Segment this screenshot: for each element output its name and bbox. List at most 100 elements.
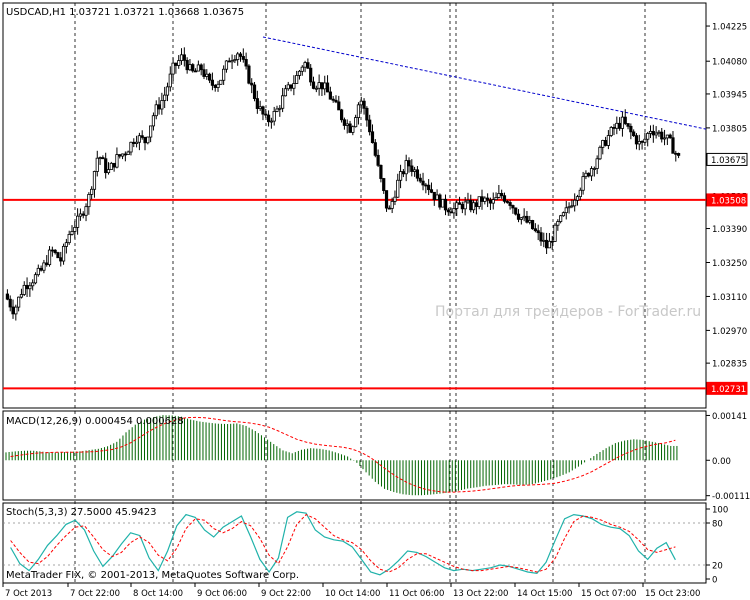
candle-body — [432, 191, 436, 200]
candle-body — [208, 73, 212, 81]
candle-body — [606, 135, 610, 146]
candle-body — [81, 213, 85, 216]
candle-body — [281, 95, 285, 109]
candle-body — [615, 122, 619, 129]
horizontal-levels[interactable] — [3, 198, 706, 390]
candle-body — [351, 126, 355, 133]
candle-body — [550, 240, 554, 243]
candle-body — [224, 60, 229, 70]
candle-body — [665, 134, 669, 139]
candle-body — [191, 64, 195, 72]
candle-body — [266, 114, 271, 123]
candle-body — [480, 196, 484, 202]
candle-body — [539, 232, 543, 242]
candle-body — [460, 204, 464, 210]
candle-body — [8, 298, 12, 308]
macd-axis: 0.00141 0.00 -0.001114 — [706, 412, 750, 502]
price-tick-label: 1.02970 — [712, 327, 747, 337]
candle-body — [471, 202, 476, 211]
candle-body — [112, 162, 116, 168]
candle-body — [193, 70, 198, 73]
candle-body — [95, 157, 99, 172]
candle-body — [598, 146, 602, 160]
candle-body — [123, 153, 127, 156]
candle-body — [53, 249, 57, 253]
candle-body — [561, 212, 566, 217]
candle-body — [309, 67, 313, 83]
candle-body — [637, 140, 641, 145]
candle-body — [42, 262, 46, 271]
candle-body — [415, 169, 420, 179]
candle-body — [120, 153, 125, 157]
price-label-text: 1.03508 — [711, 196, 746, 206]
candle-body — [45, 262, 49, 266]
candle-body — [98, 157, 102, 159]
candle-body — [230, 60, 234, 63]
candle-body — [210, 79, 215, 86]
candle-body — [474, 202, 478, 207]
candle-body — [174, 62, 178, 66]
candle-body — [64, 242, 68, 247]
candle-body — [339, 109, 344, 121]
candle-body — [488, 199, 493, 204]
candle-body — [443, 198, 448, 211]
candle-body — [376, 154, 380, 166]
price-label-text: 1.03675 — [711, 156, 746, 166]
candle-body — [149, 125, 153, 138]
time-tick-label: 7 Oct 2013 — [5, 589, 52, 599]
candle-body — [317, 82, 321, 89]
candle-body — [61, 245, 66, 262]
candle-body — [137, 135, 141, 143]
candle-body — [626, 123, 630, 127]
candle-body — [382, 178, 386, 191]
candle-body — [5, 293, 10, 300]
candle-body — [146, 136, 150, 144]
candle-body — [676, 153, 681, 156]
candle-body — [154, 104, 158, 117]
candle-body — [660, 131, 664, 140]
time-tick-label: 9 Oct 22:00 — [261, 589, 311, 599]
candle-body — [19, 294, 24, 298]
candle-body — [589, 168, 594, 177]
candle-body — [463, 201, 467, 210]
candle-body — [570, 205, 574, 208]
candle-body — [182, 54, 186, 61]
candle-body — [160, 100, 164, 110]
candle-body — [407, 160, 411, 167]
candle-body — [359, 100, 363, 106]
candle-body — [601, 140, 605, 148]
candle-body — [129, 141, 133, 153]
candle-body — [250, 82, 254, 86]
candle-body — [289, 84, 293, 89]
candle-body — [14, 306, 18, 315]
candle-body — [587, 172, 591, 177]
candle-body — [384, 190, 389, 209]
candle-body — [11, 306, 15, 315]
candle-body — [261, 106, 265, 115]
candle-body — [185, 59, 189, 71]
candle-body — [404, 160, 408, 175]
candle-body — [213, 84, 217, 88]
candle-body — [303, 62, 307, 68]
price-label-text: 1.02731 — [711, 385, 746, 395]
candle-body — [379, 164, 383, 179]
candle-body — [449, 211, 453, 214]
candle-body — [306, 62, 310, 69]
trendline-group[interactable] — [262, 36, 707, 130]
candle-body — [143, 137, 147, 144]
candle-body — [264, 113, 268, 116]
candle-body — [494, 197, 498, 201]
candle-body — [418, 177, 422, 182]
candle-body — [643, 138, 647, 143]
candle-body — [410, 165, 414, 172]
candle-body — [573, 199, 577, 207]
price-label-box — [706, 381, 748, 395]
candle-body — [106, 169, 111, 174]
copyright-text: MetaTrader FIX, © 2001-2013, MetaQuotes … — [6, 570, 299, 581]
candle-body — [623, 116, 627, 124]
price-tick-label: 1.02835 — [712, 360, 747, 370]
time-tick-label: 15 Oct 23:00 — [645, 589, 700, 599]
candle-body — [76, 215, 80, 228]
